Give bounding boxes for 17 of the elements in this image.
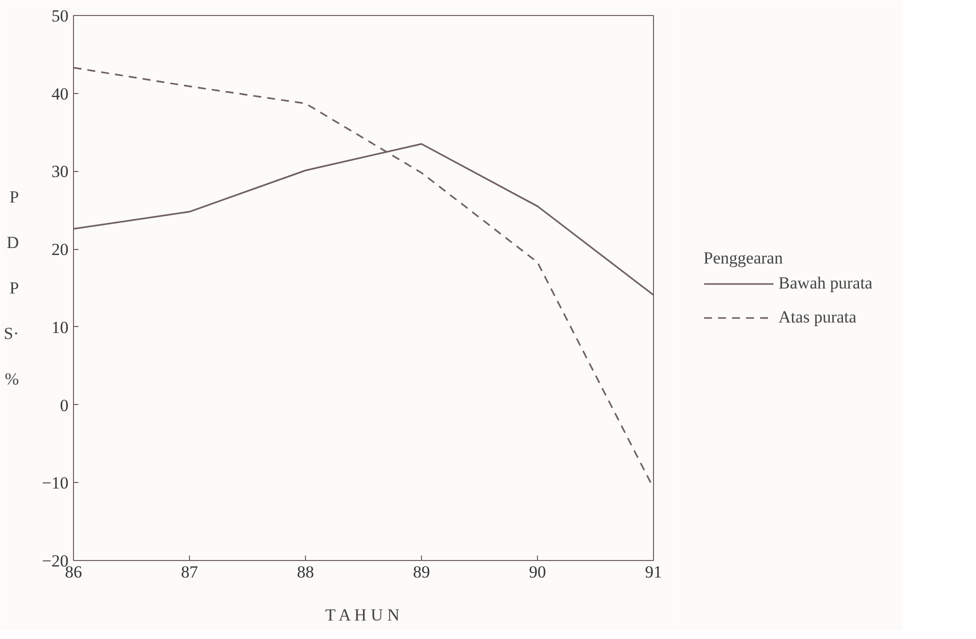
- legend-label: Atas purata: [778, 307, 856, 327]
- y-tick-label: 0: [60, 396, 68, 415]
- x-tick-label: 87: [181, 562, 198, 582]
- text: P D P S· %: [4, 187, 19, 389]
- x-tick-label: 88: [297, 562, 314, 582]
- y-tick-label: 10: [52, 318, 68, 337]
- x-tick-label: 91: [645, 562, 662, 582]
- y-tick-label: −10: [42, 474, 69, 493]
- y-tick-label: 40: [52, 84, 68, 104]
- y-tick-label: 50: [52, 6, 68, 26]
- y-tick-label: 20: [52, 240, 68, 260]
- x-axis-title: T A H U N: [325, 606, 400, 624]
- x-tick-label: 89: [413, 562, 430, 582]
- y-tick-label: 30: [52, 162, 68, 182]
- legend-label: Bawah purata: [778, 273, 872, 293]
- legend-title: Penggearan: [704, 248, 784, 268]
- x-tick-label: 90: [529, 562, 546, 582]
